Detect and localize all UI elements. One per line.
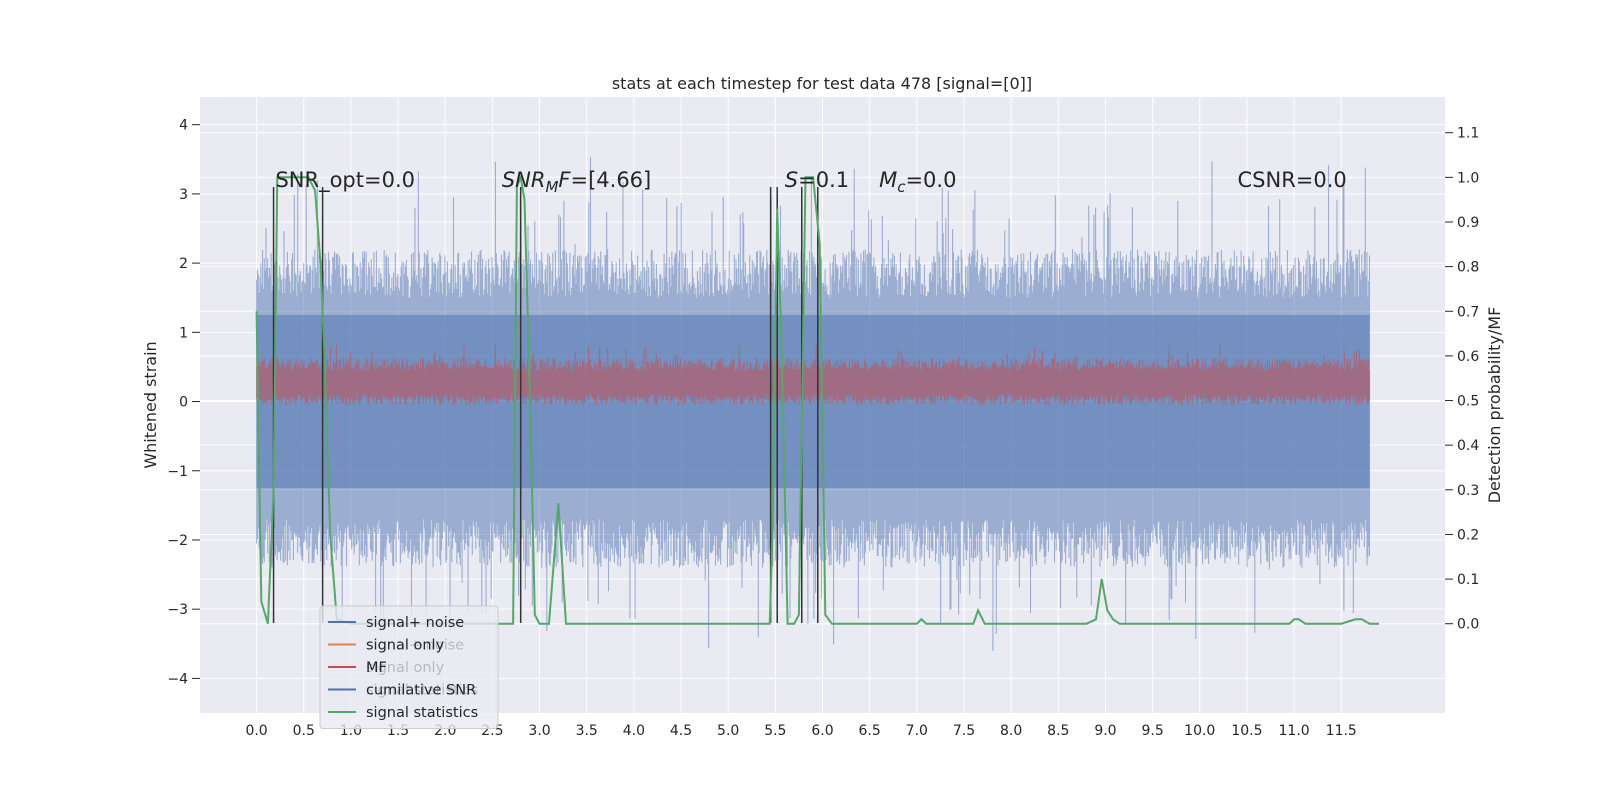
- x-tick-label: 6.0: [811, 723, 833, 739]
- y-axis-label-left: Whitened strain: [141, 341, 160, 468]
- x-tick-label: 11.0: [1279, 723, 1310, 739]
- y-tick-label-right: 0.9: [1457, 215, 1479, 231]
- annotation-mc-value: Mc=0.0: [879, 168, 956, 196]
- y-tick-label-left: 3: [179, 187, 188, 203]
- x-tick-label: 4.5: [670, 723, 692, 739]
- annotation-csnr: CSNR=0.0: [1238, 168, 1347, 192]
- y-tick-label-left: 0: [179, 395, 188, 411]
- legend-label-mf: MF: [366, 660, 387, 676]
- y-tick-label-left: −4: [167, 671, 188, 687]
- x-tick-label: 9.0: [1094, 723, 1116, 739]
- x-tick-label: 3.0: [528, 723, 550, 739]
- signal-statistics-series: [255, 173, 1379, 625]
- y-tick-label-left: −1: [167, 464, 188, 480]
- x-tick-label: 0.5: [293, 723, 315, 739]
- legend-ghost-label: signal only: [366, 660, 445, 676]
- y-tick-label-left: 4: [179, 118, 188, 134]
- chart-title: stats at each timestep for test data 478…: [612, 74, 1032, 93]
- annotation-snr-mf: SNRMF=[4.66]: [502, 168, 651, 196]
- x-tick-label: 5.5: [764, 723, 786, 739]
- x-tick-label: 10.5: [1231, 723, 1262, 739]
- legend-label-signal_only: signal only: [366, 638, 445, 654]
- x-tick-label: 5.0: [717, 723, 739, 739]
- x-tick-label: 8.5: [1047, 723, 1069, 739]
- y-tick-label-right: 0.5: [1457, 394, 1479, 410]
- y-tick-label-right: 0.1: [1457, 572, 1479, 588]
- y-tick-label-right: 1.1: [1457, 126, 1479, 142]
- legend-ghost-label: signal+ noise: [366, 638, 464, 654]
- legend-label-signal_statistics: signal statistics: [366, 705, 478, 721]
- right-y-axis-ticks: 0.0 0.1 0.2 0.3 0.4 0.5 0.6 0.7 0.8 0.9 1.0 1.1: [1445, 126, 1479, 633]
- y-axis-label-right: Detection probability/MF: [1485, 307, 1504, 504]
- y-tick-label-right: 0.0: [1457, 617, 1479, 633]
- x-tick-label: 8.0: [1000, 723, 1022, 739]
- signal-statistics-line: [255, 173, 1379, 625]
- y-tick-label-right: 0.3: [1457, 483, 1479, 499]
- y-tick-label-right: 0.4: [1457, 438, 1479, 454]
- y-tick-label-left: −3: [167, 602, 188, 618]
- annotation-s-value: S=0.1: [785, 168, 849, 192]
- y-tick-label-right: 0.8: [1457, 260, 1479, 276]
- legend-ghost-label: signal statistics: [366, 683, 478, 699]
- marker-lines: [272, 186, 819, 624]
- legend-box: [319, 605, 499, 729]
- y-tick-label-right: 0.7: [1457, 304, 1479, 320]
- x-tick-label: 0.0: [245, 723, 267, 739]
- y-tick-label-left: 2: [179, 256, 188, 272]
- left-y-axis-ticks: −4 −3 −2 −1 0 1 2 3 4: [167, 118, 200, 687]
- y-tick-label-left: 1: [179, 325, 188, 341]
- y-tick-label-right: 0.2: [1457, 527, 1479, 543]
- x-axis-ticks: 0.0 0.5 1.0 1.5 2.0 2.5 3.0 3.5 4.0 4.5 5.0 5.5 6.0 6…: [245, 723, 1356, 739]
- mf-trace: [256, 344, 1371, 405]
- x-tick-label: 11.5: [1326, 723, 1357, 739]
- y-tick-label-right: 0.6: [1457, 349, 1479, 365]
- x-tick-label: 3.5: [576, 723, 598, 739]
- x-tick-label: 7.0: [906, 723, 928, 739]
- x-tick-label: 7.5: [953, 723, 975, 739]
- y-tick-label-left: −2: [167, 533, 188, 549]
- y-tick-label-right: 1.0: [1457, 170, 1479, 186]
- x-tick-label: 9.5: [1141, 723, 1163, 739]
- x-tick-label: 6.5: [859, 723, 881, 739]
- annotations: SNR_opt=0.0 SNRMF=[4.66] S=0.1 Mc=0.0 CSNR=0…: [275, 168, 1346, 196]
- x-tick-label: 4.0: [623, 723, 645, 739]
- mf-band: [256, 344, 1371, 405]
- annotation-snr-opt: SNR_opt=0.0: [275, 168, 415, 193]
- legend-label-signal_noise: signal+ noise: [366, 615, 464, 631]
- legend-label-cumulative_snr: cumilative SNR: [366, 683, 476, 699]
- x-tick-label: 10.0: [1184, 723, 1215, 739]
